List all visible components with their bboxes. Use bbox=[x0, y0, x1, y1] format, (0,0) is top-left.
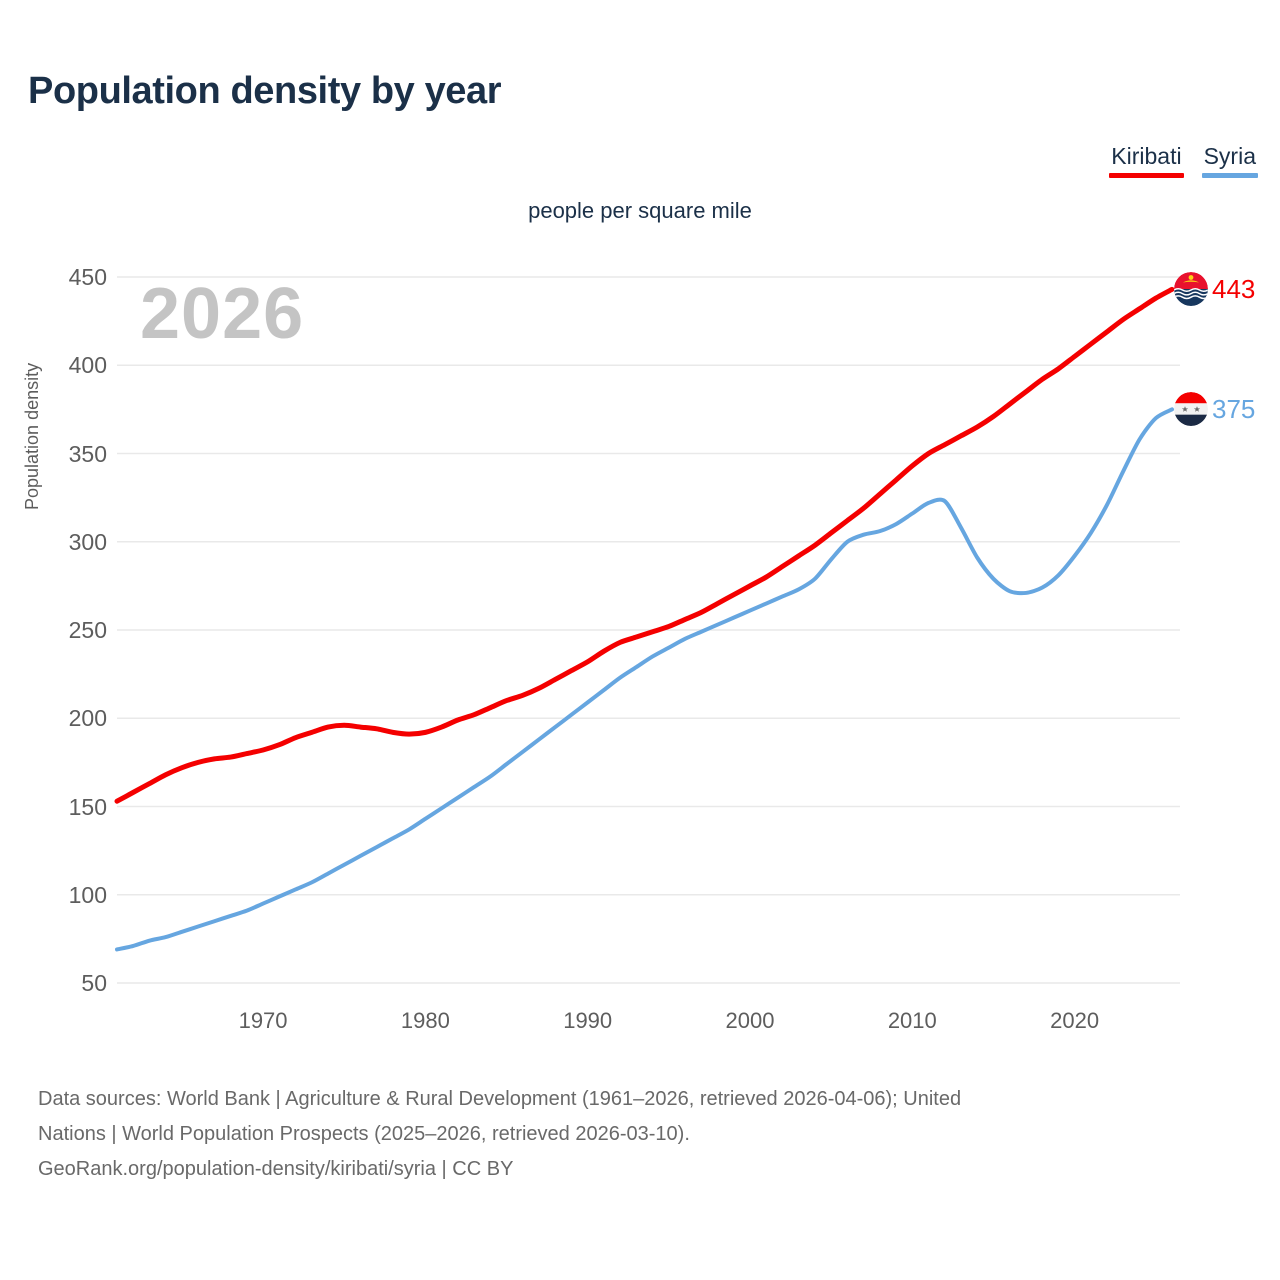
footer-sources: Data sources: World Bank | Agriculture &… bbox=[38, 1082, 1258, 1187]
legend-label-kiribati: Kiribati bbox=[1111, 143, 1182, 169]
footer-line-2: Nations | World Population Prospects (20… bbox=[38, 1123, 690, 1145]
y-tick-150: 150 bbox=[68, 793, 107, 820]
x-tick-2000: 2000 bbox=[725, 1008, 775, 1033]
y-tick-300: 300 bbox=[68, 528, 107, 555]
x-tick-1990: 1990 bbox=[563, 1008, 613, 1033]
y-tick-200: 200 bbox=[68, 705, 107, 732]
x-tick-2020: 2020 bbox=[1050, 1008, 1100, 1033]
x-tick-2010: 2010 bbox=[887, 1008, 937, 1033]
chart-canvas bbox=[114, 276, 1180, 984]
legend-label-syria: Syria bbox=[1203, 143, 1256, 169]
legend-swatch-kiribati bbox=[1109, 173, 1184, 178]
y-tick-250: 250 bbox=[68, 617, 107, 643]
end-label-kiribati: 443 bbox=[1174, 272, 1256, 307]
series-line-syria bbox=[115, 407, 1174, 952]
legend-item-syria[interactable]: Syria bbox=[1201, 142, 1258, 178]
y-tick-100: 100 bbox=[68, 881, 107, 908]
chart-legend: Kiribati Syria bbox=[1109, 142, 1258, 178]
end-value-kiribati: 443 bbox=[1212, 274, 1256, 305]
x-tick-1980: 1980 bbox=[400, 1008, 450, 1033]
gridlines bbox=[117, 276, 1180, 984]
unit-subtitle: people per square mile bbox=[528, 198, 752, 223]
y-tick-400: 400 bbox=[68, 352, 107, 379]
x-tick-1970: 1970 bbox=[238, 1008, 288, 1033]
legend-item-kiribati[interactable]: Kiribati bbox=[1109, 142, 1184, 178]
end-value-syria: 375 bbox=[1212, 394, 1256, 425]
page-title: Population density by year bbox=[28, 70, 502, 112]
kiribati-flag-icon bbox=[1174, 272, 1208, 307]
y-tick-50: 50 bbox=[81, 970, 107, 996]
end-label-syria: 375 bbox=[1174, 392, 1256, 427]
y-tick-450: 450 bbox=[68, 264, 107, 290]
year-watermark: 2026 bbox=[140, 274, 305, 354]
footer-line-1: Data sources: World Bank | Agriculture &… bbox=[38, 1088, 962, 1110]
y-tick-350: 350 bbox=[68, 440, 107, 467]
footer-line-3: GeoRank.org/population-density/kiribati/… bbox=[38, 1158, 514, 1180]
plot-area: 50 100 150 200 250 300 350 400 450 1970 1980 1990 2… bbox=[0, 0, 1256, 1060]
y-axis-ticks: 50 100 150 200 250 300 350 400 450 bbox=[0, 0, 107, 1060]
y-axis-title: Population density bbox=[22, 362, 42, 510]
legend-swatch-syria bbox=[1201, 173, 1258, 178]
syria-flag-icon bbox=[1174, 392, 1208, 427]
series-line-kiribati bbox=[114, 286, 1175, 804]
